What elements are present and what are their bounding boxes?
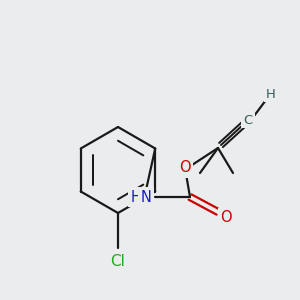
Text: H: H bbox=[266, 88, 276, 100]
Text: O: O bbox=[220, 211, 232, 226]
Text: Cl: Cl bbox=[111, 254, 125, 269]
Text: H: H bbox=[130, 190, 141, 205]
Text: O: O bbox=[179, 160, 191, 175]
Text: C: C bbox=[243, 113, 253, 127]
Text: N: N bbox=[141, 190, 152, 205]
